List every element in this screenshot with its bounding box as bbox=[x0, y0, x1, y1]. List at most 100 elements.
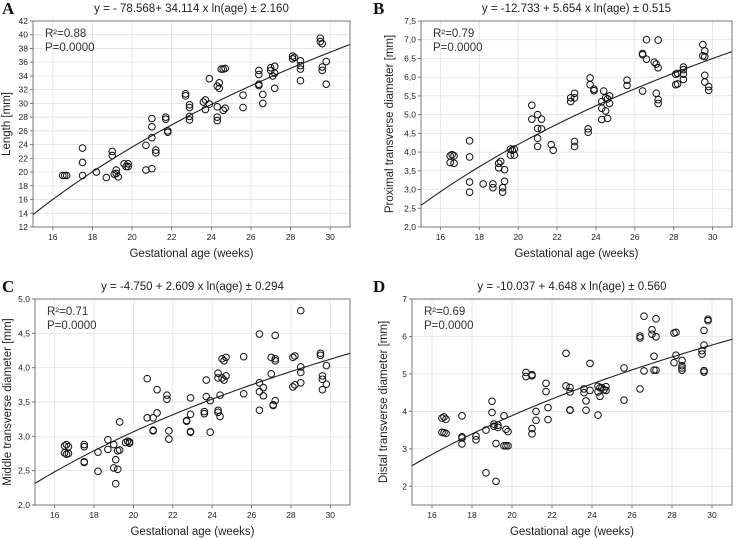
data-point bbox=[623, 76, 631, 84]
y-tick-label: 20 bbox=[19, 167, 29, 177]
data-point bbox=[201, 96, 210, 104]
data-point bbox=[316, 349, 325, 358]
data-point bbox=[288, 54, 297, 63]
data-point bbox=[648, 330, 656, 339]
x-tick-label: 24 bbox=[587, 510, 597, 520]
data-point bbox=[652, 60, 660, 68]
data-point bbox=[465, 178, 474, 186]
data-point bbox=[291, 352, 299, 360]
data-point bbox=[296, 368, 305, 377]
x-tick-label: 30 bbox=[708, 232, 718, 242]
data-point bbox=[259, 392, 268, 400]
data-point bbox=[270, 84, 279, 93]
data-point bbox=[586, 386, 594, 395]
data-point bbox=[92, 168, 101, 176]
data-point bbox=[255, 378, 264, 387]
x-tick-label: 28 bbox=[669, 232, 679, 242]
regression-curve bbox=[33, 43, 350, 215]
x-tick-label: 22 bbox=[167, 232, 177, 242]
panel-letter: A bbox=[2, 0, 15, 18]
data-point bbox=[494, 421, 502, 430]
y-tick-label: 3,0 bbox=[18, 431, 30, 441]
x-tick-label: 18 bbox=[89, 510, 99, 520]
y-tick-label: 3,0 bbox=[404, 185, 416, 195]
data-point bbox=[533, 142, 542, 151]
data-point bbox=[442, 429, 450, 438]
y-tick-label: 5,0 bbox=[404, 110, 416, 120]
data-point bbox=[186, 428, 195, 437]
data-point bbox=[700, 47, 709, 55]
data-point bbox=[636, 334, 644, 342]
y-tick-label: 6,0 bbox=[404, 72, 416, 82]
data-point bbox=[654, 36, 662, 44]
x-tick-label: 30 bbox=[325, 232, 335, 242]
data-point bbox=[266, 63, 275, 72]
data-point bbox=[186, 410, 195, 419]
r-squared-label: R²=0.88 bbox=[45, 28, 86, 40]
data-point bbox=[594, 382, 602, 391]
x-tick-label: 24 bbox=[591, 232, 601, 242]
data-point bbox=[163, 395, 171, 404]
data-point bbox=[549, 146, 557, 155]
x-tick-label: 30 bbox=[326, 510, 336, 520]
y-tick-label: 2,5 bbox=[404, 203, 416, 213]
data-point bbox=[218, 354, 226, 363]
data-point bbox=[586, 80, 594, 89]
data-point bbox=[448, 150, 456, 159]
y-tick-label: 5 bbox=[402, 369, 407, 379]
data-point bbox=[544, 403, 552, 412]
data-point bbox=[316, 37, 325, 46]
y-tick-label: 14 bbox=[19, 208, 29, 218]
data-point bbox=[601, 93, 610, 102]
data-point bbox=[213, 103, 222, 111]
y-tick-label: 7,5 bbox=[404, 16, 416, 26]
data-point bbox=[527, 115, 536, 123]
data-point bbox=[502, 425, 510, 434]
data-point bbox=[489, 183, 497, 192]
data-point bbox=[80, 440, 89, 449]
data-point bbox=[542, 379, 550, 388]
data-point bbox=[678, 366, 686, 374]
y-tick-label: 16 bbox=[19, 195, 29, 205]
chart-title: y = -4.750 + 2.609 x ln(age) ± 0.294 bbox=[101, 281, 284, 293]
data-point bbox=[78, 171, 87, 180]
data-point bbox=[239, 352, 248, 361]
data-point bbox=[678, 356, 686, 365]
data-point bbox=[527, 101, 536, 110]
data-point bbox=[80, 442, 89, 451]
p-value-label: P=0.0000 bbox=[424, 320, 474, 332]
data-point bbox=[322, 361, 331, 370]
y-tick-label: 2,0 bbox=[18, 500, 30, 510]
y-tick-label: 26 bbox=[19, 126, 29, 136]
data-point bbox=[528, 430, 536, 438]
x-tick-label: 22 bbox=[168, 510, 178, 520]
data-point bbox=[650, 352, 658, 361]
x-tick-label: 16 bbox=[427, 510, 437, 520]
data-point bbox=[601, 107, 610, 115]
data-point bbox=[602, 382, 610, 391]
chart-title: y = -10.037 + 4.648 x ln(age) ± 0.560 bbox=[477, 281, 666, 293]
y-tick-label: 4,0 bbox=[404, 147, 416, 157]
data-point bbox=[598, 383, 606, 392]
data-point bbox=[109, 464, 118, 472]
data-point bbox=[620, 396, 628, 404]
data-point bbox=[488, 397, 496, 406]
data-point bbox=[605, 99, 614, 108]
data-point bbox=[566, 388, 574, 396]
data-point bbox=[271, 396, 279, 405]
data-point bbox=[111, 479, 120, 488]
x-tick-label: 16 bbox=[50, 510, 60, 520]
data-point bbox=[165, 435, 173, 443]
data-point bbox=[700, 78, 709, 86]
data-point bbox=[492, 477, 500, 486]
data-point bbox=[472, 432, 480, 440]
y-tick-label: 3 bbox=[402, 444, 407, 454]
plot-frame bbox=[34, 298, 351, 506]
data-point bbox=[182, 417, 191, 426]
data-point bbox=[458, 434, 466, 442]
data-point bbox=[678, 361, 686, 370]
data-point bbox=[438, 414, 446, 422]
data-point bbox=[537, 115, 546, 123]
